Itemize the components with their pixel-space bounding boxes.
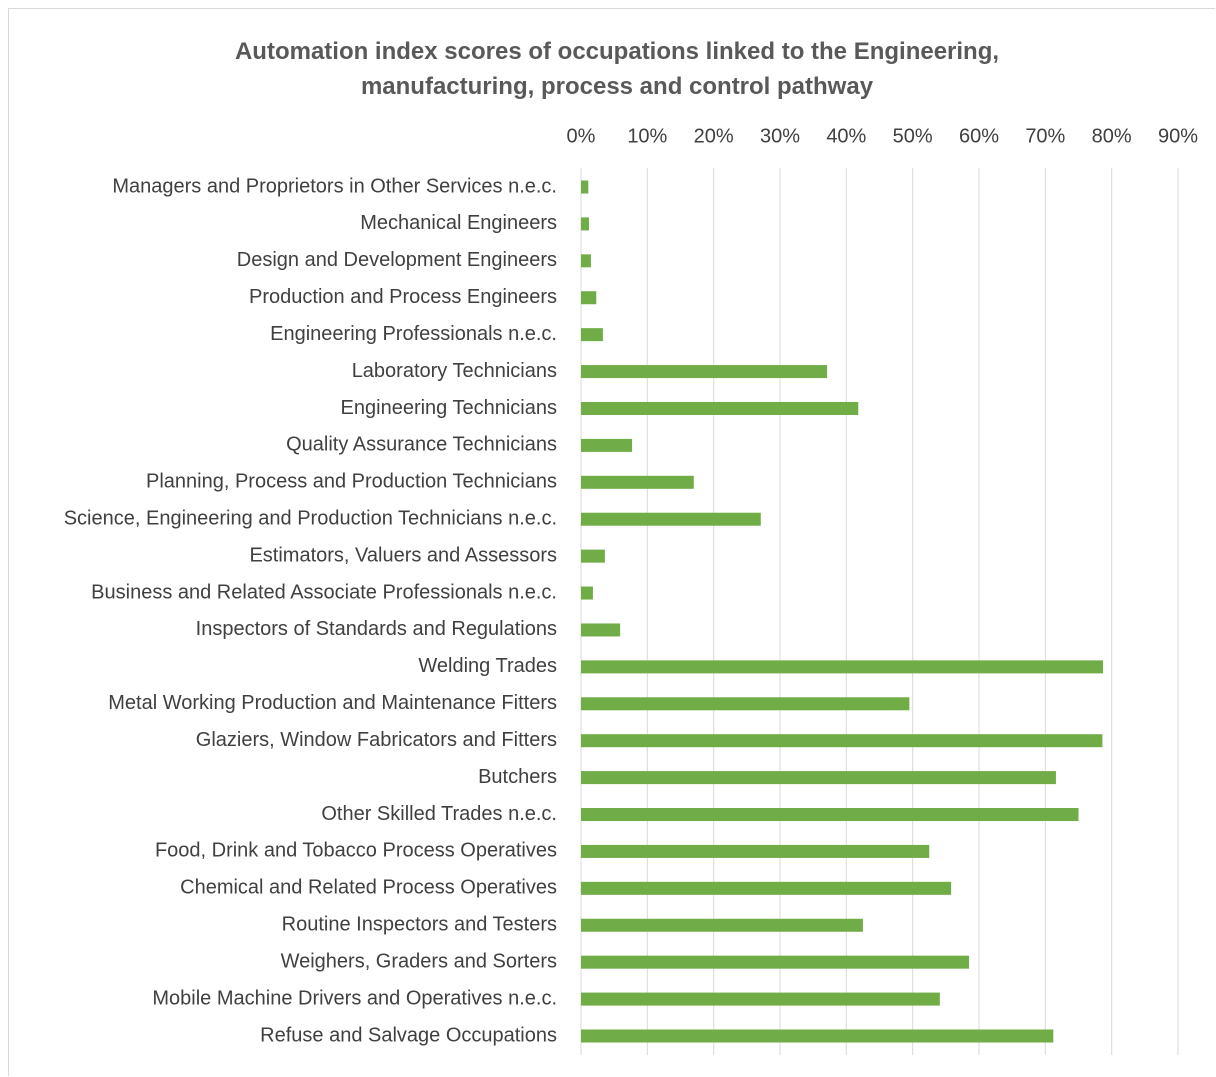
bar bbox=[581, 660, 1104, 674]
bar bbox=[581, 438, 633, 452]
y-tick-label: Engineering Professionals n.e.c. bbox=[270, 323, 557, 345]
y-tick-label: Laboratory Technicians bbox=[352, 360, 557, 382]
x-tick-label: 40% bbox=[826, 125, 866, 147]
bar bbox=[581, 697, 910, 711]
y-tick-label: Science, Engineering and Production Tech… bbox=[64, 507, 557, 529]
bar bbox=[581, 291, 597, 305]
bar bbox=[581, 365, 828, 379]
bar bbox=[581, 808, 1079, 822]
y-tick-label: Other Skilled Trades n.e.c. bbox=[321, 803, 557, 825]
y-tick-label: Engineering Technicians bbox=[341, 397, 557, 419]
y-tick-label: Mobile Machine Drivers and Operatives n.… bbox=[152, 987, 557, 1009]
bar bbox=[581, 623, 621, 637]
bar bbox=[581, 955, 970, 969]
x-tick-label: 0% bbox=[567, 125, 596, 147]
bar bbox=[581, 180, 589, 194]
y-tick-label: Planning, Process and Production Technic… bbox=[146, 471, 557, 493]
y-tick-label: Refuse and Salvage Occupations bbox=[260, 1024, 557, 1046]
y-tick-label: Design and Development Engineers bbox=[237, 249, 557, 271]
y-tick-label: Production and Process Engineers bbox=[249, 286, 557, 308]
bar bbox=[581, 549, 605, 563]
chart-frame bbox=[8, 8, 1215, 1076]
bar bbox=[581, 771, 1056, 785]
y-tick-label: Welding Trades bbox=[418, 655, 557, 677]
x-tick-label: 30% bbox=[760, 125, 800, 147]
bar bbox=[581, 217, 589, 231]
bar bbox=[581, 328, 603, 342]
y-tick-label: Glaziers, Window Fabricators and Fitters bbox=[196, 729, 557, 751]
bar bbox=[581, 992, 940, 1006]
y-tick-label: Routine Inspectors and Testers bbox=[282, 914, 557, 936]
y-tick-label: Food, Drink and Tobacco Process Operativ… bbox=[155, 840, 557, 862]
x-tick-label: 90% bbox=[1158, 125, 1198, 147]
x-tick-label: 10% bbox=[627, 125, 667, 147]
bar bbox=[581, 844, 930, 858]
chart-title: Automation index scores of occupations l… bbox=[234, 38, 1000, 100]
y-tick-label: Weighers, Graders and Sorters bbox=[281, 950, 557, 972]
y-tick-label: Mechanical Engineers bbox=[360, 212, 557, 234]
y-tick-label: Business and Related Associate Professio… bbox=[91, 581, 557, 603]
y-tick-label: Inspectors of Standards and Regulations bbox=[196, 618, 557, 640]
x-tick-label: 60% bbox=[959, 125, 999, 147]
y-tick-label: Quality Assurance Technicians bbox=[286, 434, 557, 456]
bar bbox=[581, 586, 593, 600]
x-tick-label: 80% bbox=[1092, 125, 1132, 147]
y-tick-label: Managers and Proprietors in Other Servic… bbox=[112, 175, 557, 197]
bar bbox=[581, 734, 1103, 748]
bar bbox=[581, 918, 863, 932]
bar bbox=[581, 1029, 1054, 1043]
y-tick-label: Butchers bbox=[478, 766, 557, 788]
x-tick-label: 50% bbox=[893, 125, 933, 147]
x-tick-label: 20% bbox=[694, 125, 734, 147]
x-tick-label: 70% bbox=[1025, 125, 1065, 147]
y-tick-label: Chemical and Related Process Operatives bbox=[180, 877, 557, 899]
bar bbox=[581, 512, 761, 526]
bar bbox=[581, 881, 952, 895]
y-tick-label: Estimators, Valuers and Assessors bbox=[249, 544, 557, 566]
y-tick-label: Metal Working Production and Maintenance… bbox=[108, 692, 557, 714]
bar bbox=[581, 475, 694, 489]
bar bbox=[581, 254, 591, 268]
bar bbox=[581, 401, 859, 415]
